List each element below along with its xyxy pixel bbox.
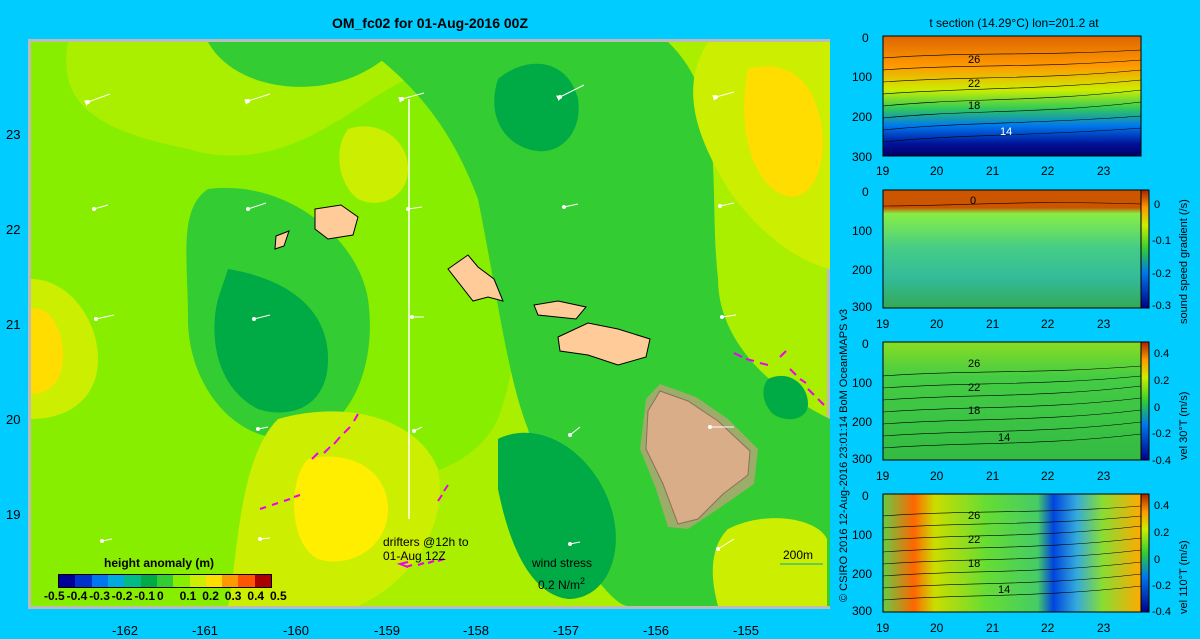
- legend-title: height anomaly (m): [104, 556, 215, 570]
- colorbar-swatch: [238, 575, 255, 587]
- colorbar-tick-label: -0.3: [89, 589, 110, 603]
- cbar-label-vel110: vel 110°T (m/s): [1178, 540, 1190, 614]
- lat-tick: 23: [6, 127, 21, 142]
- map-title: OM_fc02 for 01-Aug-2016 00Z: [331, 15, 529, 31]
- drifters-label-line1: drifters @12h to: [383, 535, 469, 549]
- colorbar-sound-speed: [1140, 189, 1150, 309]
- island-niihau: [274, 230, 290, 250]
- lat-tick: 22: [6, 222, 21, 237]
- height-anomaly-map[interactable]: [28, 39, 830, 609]
- lon-tick: -159: [374, 623, 401, 638]
- colorbar-tick-label: 0.3: [224, 589, 242, 603]
- lon-tick: -160: [283, 623, 310, 638]
- colorbar-swatch: [254, 575, 272, 587]
- island-kauai: [314, 204, 359, 240]
- colorbar-tick-label: -0.1: [134, 589, 156, 603]
- colorbar-swatch: [75, 575, 92, 587]
- colorbar-swatch: [205, 575, 223, 587]
- high-anomaly-region: [744, 66, 823, 197]
- scale-label: 200m: [783, 548, 814, 562]
- wind-stress-label: wind stress: [532, 556, 593, 570]
- colorbar-tick-label: -0.4: [66, 589, 88, 603]
- island-maui: [557, 322, 651, 366]
- drifters-label-line2: 01-Aug 12Z: [383, 549, 446, 563]
- colorbar-tick-label: 0.2: [202, 589, 219, 603]
- wind-stress-value-text: 0.2 N/m: [538, 578, 581, 592]
- colorbar-tick-label: 0.4: [247, 589, 265, 603]
- lat-tick: 19: [6, 507, 21, 522]
- colorbar-swatch: [59, 575, 76, 587]
- lon-tick: -157: [553, 623, 580, 638]
- section-panels[interactable]: [840, 30, 1200, 639]
- lon-tick: -162: [112, 623, 139, 638]
- colorbar-swatch: [107, 575, 125, 587]
- lon-tick: -155: [733, 623, 760, 638]
- lat-tick: 20: [6, 412, 21, 427]
- colorbar-tick-label: 0.1: [179, 589, 197, 603]
- section-panel-vel30: [882, 341, 1142, 461]
- colorbar-tick-label: 0.5: [270, 589, 287, 603]
- lat-tick: 21: [6, 317, 21, 332]
- colorbar-tick-label: -0.5: [44, 589, 65, 603]
- colorbar-swatch: [91, 575, 108, 587]
- colorbar-tick-label: -0.2: [111, 589, 133, 603]
- colorbar-ticks: -0.5 -0.4 -0.3 -0.2 -0.1 0 0.1 0.2 0.3 0.4 0.5: [44, 589, 287, 605]
- colorbar-swatch: [189, 575, 206, 587]
- lon-tick: -158: [463, 623, 490, 638]
- drifters-label: drifters @12h to 01-Aug 12Z: [383, 535, 469, 563]
- colorbar-swatch: [173, 575, 190, 587]
- colorbar-swatch: [222, 575, 239, 587]
- colorbar-swatch: [156, 575, 174, 587]
- colorbar-swatch: [124, 575, 141, 587]
- cbar-label-vel30: vel 30°T (m/s): [1178, 391, 1190, 460]
- cbar-label-sound-speed: sound speed gradient (/s): [1178, 199, 1190, 324]
- drifter-tracks: [259, 350, 825, 568]
- wind-stress-value: 0.2 N/m2: [538, 576, 585, 592]
- height-anomaly-colorbar: [58, 574, 272, 588]
- colorbar-tick-label: 0: [157, 589, 164, 603]
- colorbar-swatch: [140, 575, 157, 587]
- island-oahu: [447, 254, 504, 302]
- colorbar-vel110: [1140, 493, 1150, 613]
- wind-stress-exponent: 2: [580, 576, 586, 586]
- section-title: t section (14.29°C) lon=201.2 at: [929, 16, 1099, 30]
- colorbar-vel30: [1140, 341, 1150, 461]
- section-panel-sound-speed: [882, 189, 1142, 309]
- low-anomaly-region: [214, 269, 328, 413]
- lon-tick: -161: [192, 623, 219, 638]
- lon-tick: -156: [643, 623, 670, 638]
- island-molokai: [533, 300, 587, 320]
